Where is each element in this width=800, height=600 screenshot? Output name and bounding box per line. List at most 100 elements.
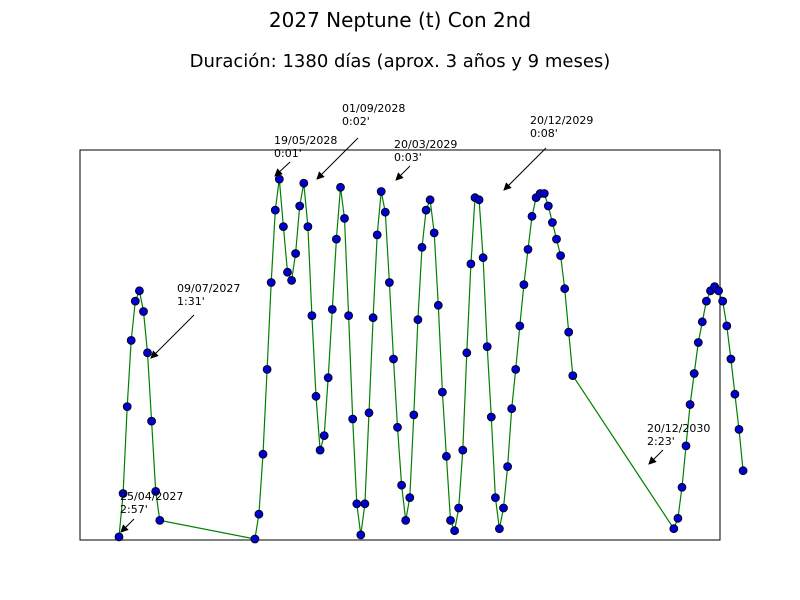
- data-point: [143, 348, 152, 358]
- data-point: [258, 449, 268, 459]
- data-point: [126, 335, 136, 345]
- data-point: [730, 389, 740, 399]
- annotation-date: 09/07/2027: [177, 282, 240, 295]
- data-point: [323, 373, 333, 383]
- data-point: [433, 300, 443, 310]
- data-point: [548, 218, 557, 227]
- data-point: [499, 503, 508, 513]
- data-point: [380, 207, 390, 217]
- data-point: [336, 182, 345, 192]
- data-point: [352, 499, 362, 509]
- data-point: [401, 516, 411, 525]
- data-point: [556, 251, 565, 261]
- data-point: [295, 201, 305, 211]
- data-point: [689, 369, 699, 378]
- data-point: [446, 516, 455, 525]
- data-point: [327, 304, 337, 314]
- data-point: [693, 338, 703, 347]
- data-point: [734, 424, 744, 434]
- data-point: [384, 278, 394, 287]
- annotation-orb: 0:03': [394, 151, 422, 164]
- data-point: [147, 416, 157, 426]
- data-point: [299, 178, 309, 188]
- data-point: [560, 284, 570, 294]
- data-point: [389, 354, 398, 364]
- data-point: [274, 174, 284, 184]
- axes-frame: [79, 149, 721, 541]
- data-point: [315, 445, 325, 455]
- data-point: [344, 311, 354, 321]
- data-point: [507, 404, 517, 414]
- data-point: [511, 364, 521, 374]
- data-point: [270, 205, 280, 215]
- data-point: [669, 524, 679, 534]
- data-point: [482, 342, 492, 352]
- data-point: [130, 296, 140, 306]
- data-point: [319, 431, 329, 441]
- data-point: [405, 493, 415, 503]
- data-point: [118, 489, 128, 498]
- data-point: [368, 313, 378, 323]
- data-point: [726, 354, 736, 364]
- data-point: [738, 466, 748, 476]
- annotation-arrow: [503, 147, 547, 191]
- data-point: [331, 234, 341, 244]
- data-point: [311, 391, 321, 401]
- annotation-orb: 0:02': [342, 115, 370, 128]
- data-point: [303, 222, 313, 232]
- data-point: [722, 321, 732, 331]
- data-point: [568, 371, 578, 381]
- chart-subtitle: Duración: 1380 días (aprox. 3 años y 9 m…: [189, 51, 611, 72]
- annotation-arrow: [150, 314, 195, 359]
- data-point: [151, 486, 161, 496]
- data-point: [454, 503, 464, 513]
- annotation-arrow: [274, 161, 291, 177]
- data-point: [307, 311, 317, 321]
- data-point: [360, 499, 370, 509]
- data-point: [503, 462, 513, 472]
- data-point: [421, 205, 431, 215]
- data-point: [494, 524, 504, 534]
- annotation-date: 20/12/2029: [530, 114, 593, 127]
- data-point: [393, 422, 402, 432]
- data-point: [413, 315, 423, 325]
- data-point: [266, 278, 276, 287]
- data-point: [552, 234, 561, 244]
- data-point: [519, 280, 529, 290]
- data-point: [450, 526, 460, 536]
- data-point: [364, 408, 374, 418]
- series-points: [114, 174, 748, 544]
- series-lines: [118, 179, 744, 540]
- data-point: [490, 493, 500, 503]
- data-point: [673, 513, 683, 523]
- annotation-date: 01/09/2028: [342, 102, 405, 115]
- annotation-orb: 2:23': [647, 435, 675, 448]
- data-point: [262, 364, 272, 374]
- data-point: [478, 253, 488, 263]
- annotation-orb: 2:57': [120, 503, 148, 516]
- data-point: [340, 213, 349, 223]
- annotation-arrow: [395, 165, 411, 181]
- data-point: [697, 317, 707, 327]
- data-point: [685, 400, 695, 409]
- data-point: [372, 230, 382, 240]
- data-point: [462, 348, 472, 358]
- data-point: [278, 222, 288, 232]
- data-point: [677, 482, 687, 492]
- data-point: [515, 321, 525, 331]
- data-point: [441, 451, 451, 461]
- data-point: [474, 195, 484, 205]
- data-point: [523, 244, 533, 254]
- annotation-date: 19/05/2028: [274, 134, 337, 147]
- data-point: [397, 480, 407, 490]
- data-point: [250, 534, 260, 544]
- data-point: [714, 286, 723, 296]
- data-point: [409, 410, 419, 420]
- annotation-arrow: [648, 449, 664, 465]
